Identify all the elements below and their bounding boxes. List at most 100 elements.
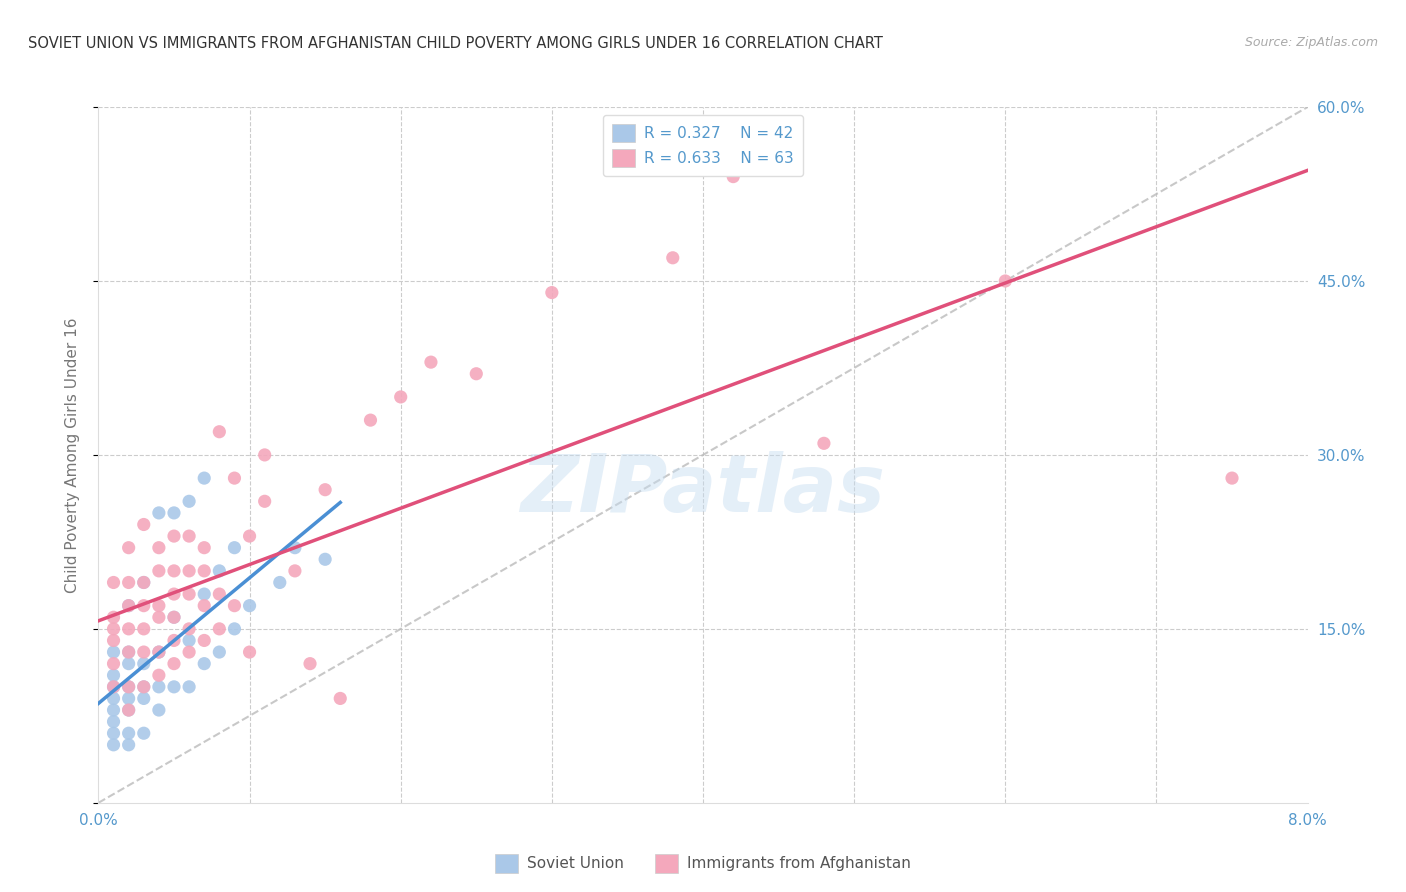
Point	[118, 575, 141, 590]
Point	[132, 599, 155, 613]
Point	[132, 680, 155, 694]
Point	[723, 169, 745, 184]
Point	[132, 657, 155, 671]
Text: SOVIET UNION VS IMMIGRANTS FROM AFGHANISTAN CHILD POVERTY AMONG GIRLS UNDER 16 C: SOVIET UNION VS IMMIGRANTS FROM AFGHANIS…	[28, 36, 883, 51]
Point	[103, 680, 125, 694]
Point	[132, 691, 155, 706]
Point	[118, 680, 141, 694]
Point	[208, 425, 231, 439]
Point	[103, 668, 125, 682]
Point	[239, 645, 262, 659]
Point	[148, 564, 170, 578]
Point	[148, 680, 170, 694]
Point	[103, 726, 125, 740]
Point	[103, 657, 125, 671]
Point	[224, 622, 246, 636]
Point	[193, 587, 215, 601]
Point	[163, 633, 186, 648]
Point	[148, 645, 170, 659]
Point	[193, 471, 215, 485]
Point	[1220, 471, 1243, 485]
Point	[103, 680, 125, 694]
Point	[179, 633, 201, 648]
Point	[118, 599, 141, 613]
Point	[118, 599, 141, 613]
Point	[329, 691, 352, 706]
Point	[118, 645, 141, 659]
Point	[103, 714, 125, 729]
Point	[103, 622, 125, 636]
Point	[360, 413, 382, 427]
Point	[118, 622, 141, 636]
Point	[179, 680, 201, 694]
Point	[179, 622, 201, 636]
Point	[284, 564, 307, 578]
Point	[163, 610, 186, 624]
Point	[389, 390, 412, 404]
Text: Source: ZipAtlas.com: Source: ZipAtlas.com	[1244, 36, 1378, 49]
Point	[163, 657, 186, 671]
Point	[103, 645, 125, 659]
Point	[314, 483, 336, 497]
Point	[148, 703, 170, 717]
Point	[148, 506, 170, 520]
Point	[239, 529, 262, 543]
Point	[299, 657, 322, 671]
Point	[465, 367, 488, 381]
Point	[269, 575, 291, 590]
Point	[163, 587, 186, 601]
Point	[163, 680, 186, 694]
Point	[420, 355, 443, 369]
Point	[103, 691, 125, 706]
Point	[118, 680, 141, 694]
Point	[118, 726, 141, 740]
Point	[163, 610, 186, 624]
Point	[103, 633, 125, 648]
Point	[208, 587, 231, 601]
Point	[148, 610, 170, 624]
Point	[179, 645, 201, 659]
Point	[148, 541, 170, 555]
Point	[148, 645, 170, 659]
Point	[132, 680, 155, 694]
Point	[208, 645, 231, 659]
Point	[118, 645, 141, 659]
Point	[103, 738, 125, 752]
Point	[314, 552, 336, 566]
Point	[118, 657, 141, 671]
Point	[208, 564, 231, 578]
Point	[103, 575, 125, 590]
Point	[813, 436, 835, 450]
Legend: Soviet Union, Immigrants from Afghanistan: Soviet Union, Immigrants from Afghanista…	[489, 847, 917, 879]
Text: ZIPatlas: ZIPatlas	[520, 450, 886, 529]
Point	[118, 738, 141, 752]
Point	[179, 587, 201, 601]
Point	[253, 494, 276, 508]
Point	[118, 691, 141, 706]
Point	[163, 529, 186, 543]
Point	[148, 599, 170, 613]
Point	[179, 529, 201, 543]
Point	[103, 703, 125, 717]
Point	[163, 564, 186, 578]
Point	[163, 506, 186, 520]
Point	[132, 726, 155, 740]
Point	[193, 599, 215, 613]
Point	[224, 541, 246, 555]
Point	[118, 703, 141, 717]
Point	[103, 610, 125, 624]
Point	[118, 541, 141, 555]
Point	[239, 599, 262, 613]
Point	[224, 599, 246, 613]
Point	[179, 494, 201, 508]
Point	[253, 448, 276, 462]
Point	[661, 251, 683, 265]
Point	[132, 517, 155, 532]
Point	[148, 668, 170, 682]
Point	[132, 575, 155, 590]
Point	[132, 622, 155, 636]
Point	[208, 622, 231, 636]
Point	[224, 471, 246, 485]
Point	[118, 703, 141, 717]
Point	[132, 575, 155, 590]
